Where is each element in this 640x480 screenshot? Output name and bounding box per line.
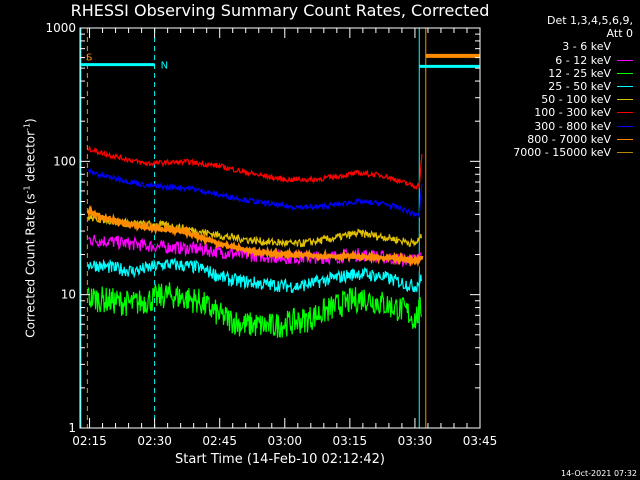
- y-tick-label-3: 1000: [45, 21, 76, 35]
- x-tick-label-4: 03:15: [333, 434, 368, 448]
- x-tick-label-0: 02:15: [72, 434, 107, 448]
- x-tick-label-1: 02:30: [137, 434, 172, 448]
- legend-swatch: [617, 99, 633, 101]
- legend-swatch: [617, 138, 633, 140]
- legend-label: 100 - 300 keV: [534, 106, 611, 120]
- legend-entry-5: 100 - 300 keV: [513, 106, 633, 119]
- x-tick-label-6: 03:45: [463, 434, 498, 448]
- legend-label: 800 - 7000 keV: [527, 132, 611, 146]
- series-line-7: [86, 204, 424, 268]
- legend-entry-1: 6 - 12 keV: [513, 54, 633, 67]
- y-tick-label-1: 10: [61, 288, 76, 302]
- legend-label: 300 - 800 keV: [534, 119, 611, 133]
- night-label: N: [161, 61, 168, 72]
- legend-entries: 3 - 6 keV 6 - 12 keV 12 - 25 keV 25 - 50 ke…: [513, 40, 633, 159]
- legend-label: 6 - 12 keV: [555, 53, 611, 67]
- legend-swatch: [617, 125, 633, 127]
- x-tick-label-3: 03:00: [267, 434, 302, 448]
- legend-entry-7: 800 - 7000 keV: [513, 133, 633, 146]
- legend-label: 7000 - 15000 keV: [513, 145, 611, 159]
- axes: 1 10 100 1000 02:15 02:30 02:45 03:00 03:15 03:30…: [45, 21, 497, 448]
- saa-label: S: [86, 53, 92, 64]
- legend-swatch: [617, 86, 633, 88]
- legend-label: 12 - 25 keV: [548, 66, 611, 80]
- legend-swatch: [617, 46, 633, 48]
- generation-timestamp: 14-Oct-2021 07:32: [561, 469, 637, 478]
- legend-entry-0: 3 - 6 keV: [513, 40, 633, 53]
- series-group: [86, 146, 424, 338]
- plot-frame: [79, 27, 481, 429]
- legend-swatch: [617, 112, 633, 114]
- x-tick-label-2: 02:45: [202, 434, 237, 448]
- y-axis-label: Corrected Count Rate (s-1 detector-1): [22, 118, 38, 338]
- legend-entry-4: 50 - 100 keV: [513, 93, 633, 106]
- series-line-2: [87, 282, 422, 338]
- series-line-4: [87, 213, 422, 248]
- legend: Det 1,3,4,5,6,9, Att 0 3 - 6 keV 6 - 12 k…: [513, 14, 633, 159]
- x-axis-label: Start Time (14-Feb-10 02:12:42): [175, 452, 385, 467]
- legend-entry-3: 25 - 50 keV: [513, 80, 633, 93]
- legend-label: 50 - 100 keV: [541, 93, 611, 107]
- y-tick-label-0: 1: [68, 421, 76, 435]
- legend-header-line-1: Det 1,3,4,5,6,9,: [546, 14, 633, 27]
- legend-label: 3 - 6 keV: [562, 40, 611, 54]
- legend-entry-8: 7000 - 15000 keV: [513, 146, 633, 159]
- legend-swatch: [617, 72, 633, 74]
- legend-header-line-2: Att 0: [606, 27, 633, 41]
- series-line-3: [87, 257, 422, 294]
- y-tick-label-2: 100: [53, 154, 76, 168]
- series-line-6: [88, 167, 423, 219]
- x-tick-label-5: 03:30: [398, 434, 433, 448]
- legend-entry-6: 300 - 800 keV: [513, 120, 633, 133]
- legend-entry-2: 12 - 25 keV: [513, 67, 633, 80]
- annotations: NS: [80, 53, 480, 72]
- legend-label: 25 - 50 keV: [548, 79, 611, 93]
- series-line-5: [87, 146, 423, 191]
- legend-swatch: [617, 151, 633, 153]
- chart-title: RHESSI Observing Summary Count Rates, Co…: [70, 1, 490, 20]
- legend-swatch: [617, 59, 633, 61]
